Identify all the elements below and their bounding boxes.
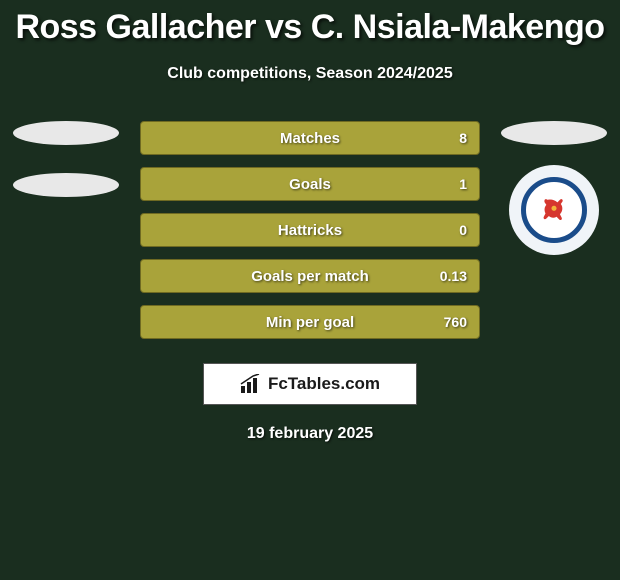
- stat-value-right: 0.13: [440, 268, 467, 284]
- stat-value-right: 0: [459, 222, 467, 238]
- stat-bar: Min per goal760: [140, 305, 480, 339]
- left-badge-1: [13, 121, 119, 145]
- fctables-attribution[interactable]: FcTables.com: [203, 363, 417, 405]
- stat-bar: Matches8: [140, 121, 480, 155]
- right-badge-ellipse: [501, 121, 607, 145]
- stat-bar: Goals1: [140, 167, 480, 201]
- stat-value-right: 8: [459, 130, 467, 146]
- left-player-badges: [6, 121, 126, 197]
- right-player-badges: [494, 121, 614, 255]
- stat-label: Goals: [141, 176, 479, 193]
- stat-label: Hattricks: [141, 222, 479, 239]
- stat-row: Goals per match0.13: [0, 259, 620, 293]
- stat-row: Min per goal760: [0, 305, 620, 339]
- stat-value-right: 760: [444, 314, 467, 330]
- subtitle: Club competitions, Season 2024/2025: [0, 65, 620, 83]
- stat-label: Matches: [141, 130, 479, 147]
- club-badge-ring: [521, 177, 587, 243]
- stat-bar: Goals per match0.13: [140, 259, 480, 293]
- stat-bar: Hattricks0: [140, 213, 480, 247]
- right-club-badge: [509, 165, 599, 255]
- comparison-chart: Matches8Goals1Hattricks0Goals per match0…: [0, 121, 620, 339]
- lion-icon: [537, 193, 571, 227]
- stat-value-right: 1: [459, 176, 467, 192]
- stat-label: Min per goal: [141, 314, 479, 331]
- left-badge-2: [13, 173, 119, 197]
- bar-chart-icon: [240, 374, 262, 394]
- page-title: Ross Gallacher vs C. Nsiala-Makengo: [0, 0, 620, 47]
- fctables-label: FcTables.com: [268, 374, 380, 394]
- stat-label: Goals per match: [141, 268, 479, 285]
- date-label: 19 february 2025: [0, 425, 620, 443]
